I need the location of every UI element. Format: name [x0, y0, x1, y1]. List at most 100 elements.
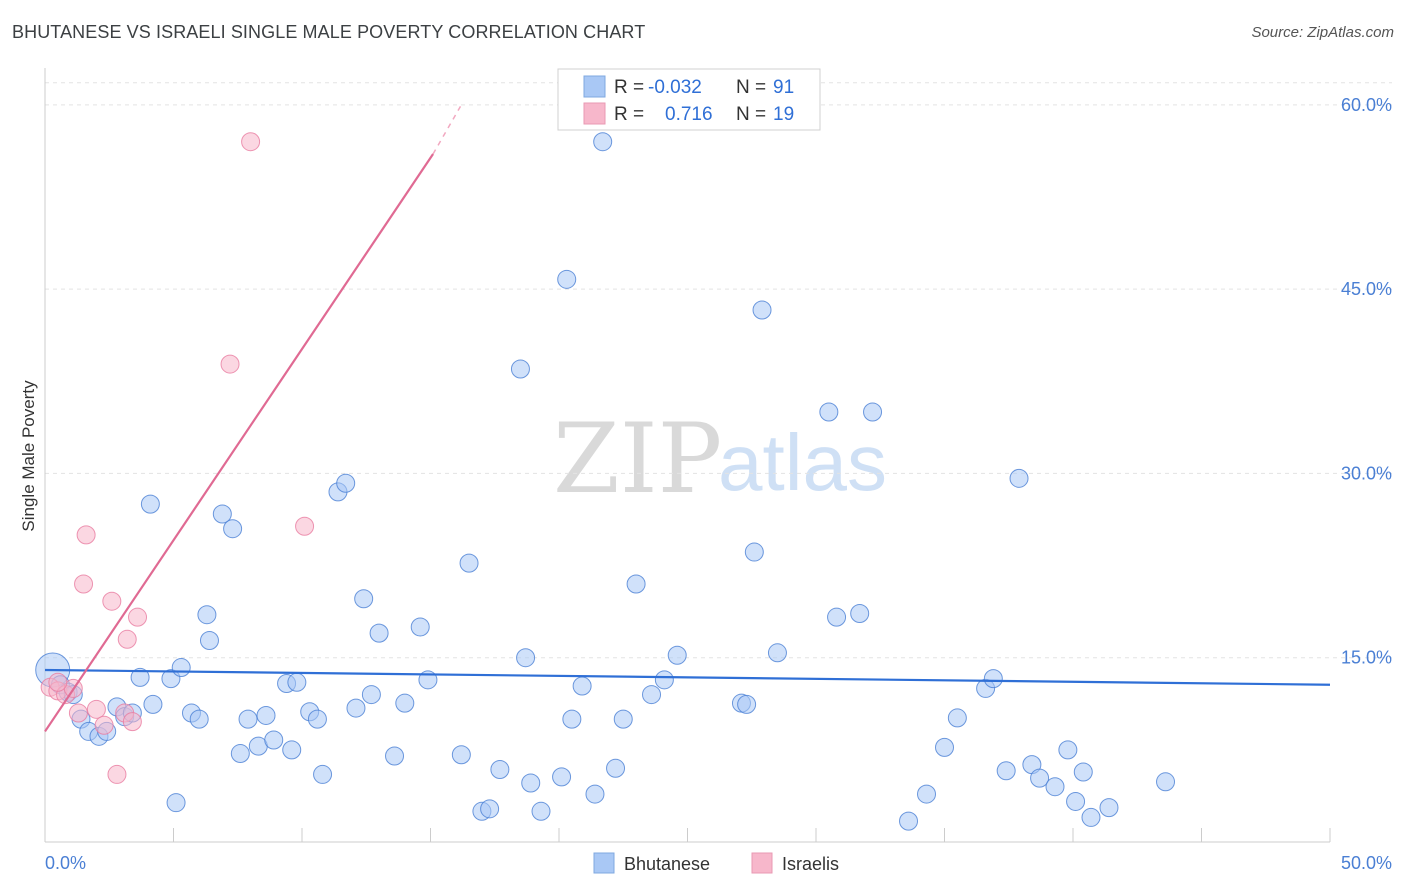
- bhutanese-point: [189, 709, 209, 729]
- bhutanese-point: [199, 631, 219, 651]
- bhutanese-point: [140, 494, 160, 514]
- bhutanese-point: [827, 607, 847, 627]
- bhutanese-point: [752, 300, 772, 320]
- bhutanese-point: [307, 709, 327, 729]
- israelis-point: [295, 516, 315, 536]
- bhutanese-point: [336, 473, 356, 493]
- x-tick-label-min: 0.0%: [45, 853, 86, 873]
- x-tick-marks: [173, 828, 1331, 842]
- bhutanese-point: [480, 799, 500, 819]
- israelis-point: [86, 699, 106, 719]
- bhutanese-point: [282, 740, 302, 760]
- bhutanese-point: [531, 801, 551, 821]
- bhutanese-point: [256, 705, 276, 725]
- bhutanese-point: [223, 519, 243, 539]
- bhutanese-trend-line: [44, 668, 1331, 686]
- bhutanese-point: [313, 764, 333, 784]
- israelis-point: [94, 715, 114, 735]
- bhutanese-point: [287, 672, 307, 692]
- legend-r-value-1: -0.032: [648, 77, 702, 98]
- bhutanese-point: [1073, 762, 1093, 782]
- bhutanese-point: [606, 758, 626, 778]
- legend-n-label-2: N =: [736, 104, 766, 125]
- source-label: Source: ZipAtlas.com: [1251, 24, 1394, 41]
- bhutanese-point: [863, 402, 883, 422]
- bhutanese-point: [516, 648, 536, 668]
- bhutanese-point: [935, 737, 954, 757]
- watermark-atlas: atlas: [718, 418, 887, 507]
- trend-lines: [44, 104, 1331, 733]
- bhutanese-point: [947, 708, 967, 728]
- series-legend: Bhutanese Israelis: [593, 852, 839, 874]
- bhutanese-point: [917, 784, 937, 804]
- bhutanese-point: [130, 667, 150, 687]
- bhutanese-point: [264, 730, 284, 750]
- bhutanese-point: [238, 709, 258, 729]
- bhutanese-point: [521, 773, 541, 793]
- bottom-legend-label-israelis: Israelis: [782, 854, 839, 874]
- israelis-point: [102, 591, 122, 611]
- israelis-trend-line: [44, 153, 434, 733]
- bhutanese-point: [626, 574, 646, 594]
- bhutanese-point: [354, 589, 374, 609]
- y-tick-label: 30.0%: [1341, 463, 1392, 483]
- legend-r-label-2: R =: [614, 104, 644, 125]
- israelis-point: [76, 525, 96, 545]
- israelis-point: [117, 629, 137, 649]
- bhutanese-point: [850, 603, 870, 623]
- bhutanese-point: [143, 694, 163, 714]
- bhutanese-point: [593, 132, 613, 152]
- y-tick-label: 45.0%: [1341, 279, 1392, 299]
- bhutanese-point: [613, 709, 633, 729]
- y-tick-label: 15.0%: [1341, 648, 1392, 668]
- legend-n-label-1: N =: [736, 77, 766, 98]
- bhutanese-point: [369, 623, 389, 643]
- israelis-point: [68, 703, 88, 723]
- bhutanese-point: [654, 670, 674, 690]
- bhutanese-point: [557, 269, 577, 289]
- bhutanese-point: [395, 693, 415, 713]
- bhutanese-point: [996, 761, 1016, 781]
- bhutanese-point: [737, 694, 757, 714]
- bhutanese-point: [667, 645, 687, 665]
- bhutanese-point: [1099, 798, 1119, 818]
- watermark-zip: ZIP: [553, 403, 722, 515]
- israelis-point: [220, 354, 240, 374]
- bhutanese-point: [166, 793, 186, 813]
- bhutanese-points: [35, 132, 1176, 831]
- legend-r-label-1: R =: [614, 77, 644, 98]
- legend-n-value-1: 91: [773, 77, 794, 98]
- bhutanese-point: [410, 617, 430, 637]
- bhutanese-point: [1030, 768, 1050, 788]
- bhutanese-point: [361, 685, 381, 705]
- israelis-point: [122, 712, 142, 732]
- israelis-points: [40, 132, 315, 784]
- bhutanese-point: [767, 643, 787, 663]
- bhutanese-point: [230, 744, 250, 764]
- bhutanese-point: [983, 669, 1003, 689]
- bhutanese-point: [346, 698, 366, 718]
- y-tick-labels: 15.0% 30.0% 45.0% 60.0%: [1341, 95, 1392, 668]
- bhutanese-point: [1081, 807, 1101, 827]
- bhutanese-point: [510, 359, 530, 379]
- bhutanese-point: [572, 676, 592, 696]
- watermark: ZIP atlas: [553, 403, 887, 515]
- bhutanese-point: [171, 658, 191, 678]
- israelis-point: [48, 672, 68, 692]
- bhutanese-point: [385, 746, 405, 766]
- israelis-point: [128, 607, 148, 627]
- bhutanese-point: [1058, 740, 1078, 760]
- chart-title: BHUTANESE VS ISRAELI SINGLE MALE POVERTY…: [12, 22, 646, 42]
- bhutanese-point: [1045, 777, 1065, 797]
- bhutanese-point: [490, 760, 510, 780]
- bottom-legend-swatch-bhutanese: [593, 852, 615, 874]
- bhutanese-point: [744, 542, 764, 562]
- bhutanese-point: [212, 504, 232, 524]
- gridlines: [45, 82, 1392, 659]
- bhutanese-point: [1066, 791, 1086, 811]
- bhutanese-point: [459, 553, 479, 573]
- bhutanese-point: [819, 402, 839, 422]
- bhutanese-point: [552, 767, 572, 787]
- israelis-point: [74, 574, 94, 594]
- bhutanese-point: [585, 784, 605, 804]
